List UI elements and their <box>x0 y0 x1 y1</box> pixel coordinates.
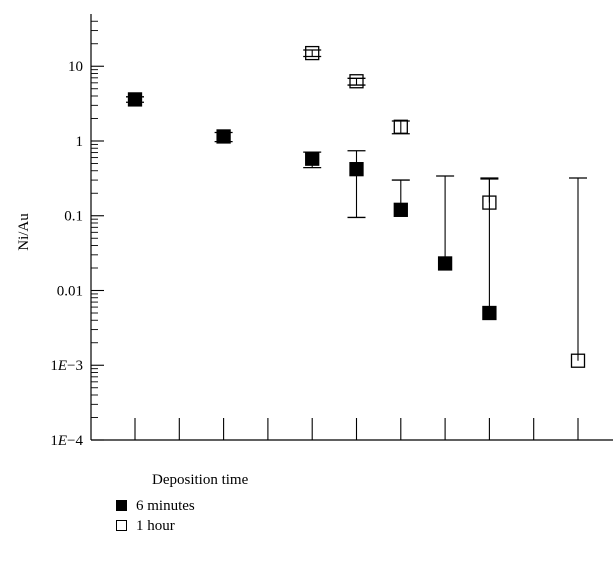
point-6-minutes <box>127 92 143 107</box>
point-1-hour <box>349 74 364 89</box>
point-6-minutes <box>216 129 231 144</box>
point-1-hour <box>570 353 586 368</box>
x-axis-ticks <box>134 418 579 440</box>
error-bars <box>126 49 587 361</box>
y-tick-label: 0.1 <box>64 209 83 225</box>
y-tick-label: 0.01 <box>57 283 83 299</box>
data-points <box>127 45 586 368</box>
point-6-minutes <box>393 202 408 217</box>
point-1-hour <box>482 195 497 210</box>
point-1-hour <box>305 45 320 61</box>
open-square-icon <box>116 520 127 531</box>
point-6-minutes <box>349 162 364 177</box>
point-6-minutes <box>437 256 453 271</box>
y-axis-label: Ni/Au <box>16 213 32 251</box>
y-axis-ticks: 1E−4 1E−3 0.01 0.1 1 10 <box>50 20 104 449</box>
legend-title: Deposition time <box>152 472 249 488</box>
point-6-minutes <box>305 151 320 166</box>
y-tick-label: 1E−3 <box>50 358 83 374</box>
y-tick-label: 1E−4 <box>50 433 83 449</box>
legend-label: 6 minutes <box>136 498 195 514</box>
legend-label: 1 hour <box>136 518 175 534</box>
y-tick-label: 1 <box>76 134 84 150</box>
point-1-hour <box>393 119 408 134</box>
filled-square-icon <box>116 500 127 511</box>
y-tick-label: 10 <box>68 59 83 75</box>
point-6-minutes <box>482 305 497 321</box>
